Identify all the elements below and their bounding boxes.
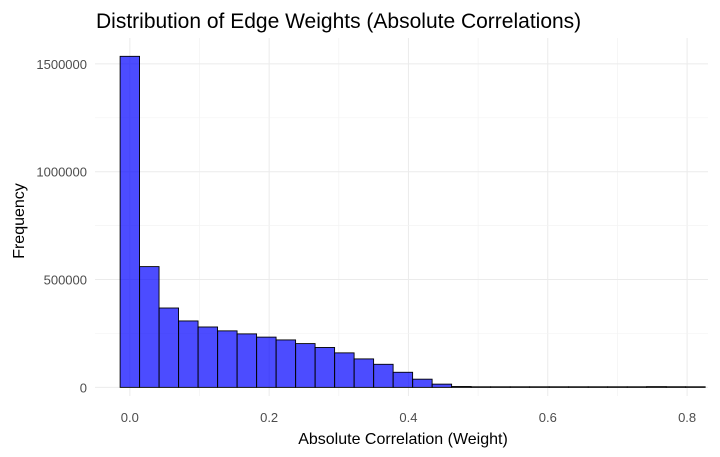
histogram-bar	[178, 320, 199, 388]
histogram-bar	[490, 386, 511, 388]
histogram-bar	[509, 386, 531, 388]
x-tick-label: 0.8	[678, 410, 696, 425]
y-axis-ticks: 0 500000 1000000 1500000	[36, 57, 87, 395]
histogram-bar	[685, 386, 706, 388]
x-tick-label: 0.6	[539, 410, 557, 425]
histogram-bar	[470, 386, 492, 388]
histogram-bar	[451, 386, 472, 388]
histogram-bar	[217, 330, 238, 388]
histogram-bar	[295, 343, 316, 388]
y-tick-label: 1000000	[36, 165, 87, 180]
histogram-bar	[158, 307, 180, 388]
histogram-bars	[119, 55, 706, 388]
histogram-bar	[353, 358, 375, 388]
chart-title: Distribution of Edge Weights (Absolute C…	[96, 10, 581, 33]
y-tick-label: 1500000	[36, 57, 87, 72]
histogram-bar	[548, 386, 570, 388]
histogram-bar	[392, 371, 414, 388]
x-axis-ticks: 0.0 0.2 0.4 0.6 0.8	[121, 410, 696, 425]
histogram-bar	[334, 352, 355, 388]
y-axis-title: Frequency	[11, 183, 28, 259]
histogram-bar	[626, 386, 648, 388]
histogram-bar	[587, 386, 609, 388]
histogram-bar	[139, 266, 160, 388]
histogram-bar	[373, 363, 394, 388]
histogram-bar	[275, 339, 297, 388]
histogram-bar	[197, 326, 219, 388]
histogram-bar	[646, 386, 667, 388]
histogram-bar	[314, 347, 336, 388]
histogram-bar	[665, 386, 687, 388]
histogram-bar	[412, 378, 433, 388]
y-tick-label: 0	[80, 380, 87, 395]
x-axis-title: Absolute Correlation (Weight)	[298, 431, 508, 448]
histogram-bar	[236, 333, 258, 388]
x-tick-label: 0.0	[121, 410, 139, 425]
x-tick-label: 0.4	[399, 410, 417, 425]
histogram-bar	[256, 336, 277, 388]
y-tick-label: 500000	[44, 273, 87, 288]
histogram-bar	[529, 386, 550, 388]
histogram-bar	[607, 386, 628, 388]
histogram-bar	[431, 383, 453, 388]
x-tick-label: 0.2	[260, 410, 278, 425]
histogram-bar	[119, 55, 140, 388]
histogram-bar	[568, 386, 589, 388]
